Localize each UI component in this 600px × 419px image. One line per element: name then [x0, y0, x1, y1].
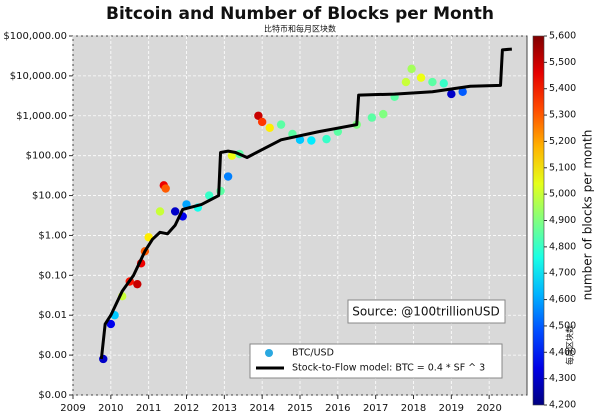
x-tick-label: 2010 [98, 403, 123, 414]
data-point [205, 191, 214, 200]
data-point [439, 79, 448, 88]
colorbar-tick-label: 5,500 [549, 57, 576, 68]
y-tick-label: $0.01 [38, 310, 67, 321]
data-point [401, 77, 411, 87]
colorbar-tick-label: 4,900 [549, 215, 576, 226]
data-point [407, 64, 416, 74]
chart-title: Bitcoin and Number of Blocks per Month [106, 4, 494, 24]
colorbar-note: 每月区块数 [565, 325, 575, 365]
colorbar-tick-label: 5,100 [549, 162, 576, 173]
legend-label: BTC/USD [292, 348, 334, 359]
data-point [161, 184, 170, 193]
y-tick-label: $100.00 [26, 151, 67, 162]
data-point [257, 117, 267, 127]
data-point [155, 207, 165, 216]
colorbar-tick-label: 4,700 [549, 268, 576, 279]
x-tick-label: 2013 [212, 403, 237, 414]
colorbar-tick-label: 4,500 [549, 320, 576, 331]
data-point [254, 111, 263, 120]
data-point [265, 123, 274, 132]
model-line [99, 47, 512, 360]
data-point [106, 319, 116, 329]
data-point [322, 134, 331, 144]
data-point [458, 87, 467, 96]
data-point [307, 136, 316, 145]
colorbar-label: number of blocks per month [581, 130, 595, 301]
data-point [276, 120, 286, 129]
data-point [428, 77, 437, 87]
chart-subtitle: 比特币和每月区块数 [264, 24, 336, 34]
colorbar-tick-label: 5,600 [549, 31, 576, 42]
x-tick-label: 2020 [476, 403, 501, 414]
x-tick-label: 2017 [363, 403, 388, 414]
y-tick-label: $0.10 [38, 270, 67, 281]
colorbar-tick-label: 5,200 [549, 136, 576, 147]
data-point [447, 89, 456, 99]
colorbar-tick-label: 4,200 [549, 400, 576, 411]
y-tick-label: $1,000.00 [16, 111, 67, 122]
y-tick-label: $1.00 [38, 230, 67, 241]
colorbar-tick-label: 5,000 [549, 189, 576, 200]
colorbar-tick-label: 4,600 [549, 294, 576, 305]
data-point [367, 113, 377, 122]
data-point [170, 207, 180, 216]
legend-marker [265, 349, 273, 357]
x-tick-label: 2012 [174, 403, 199, 414]
annotation: Source: @100trillionUSD [352, 305, 500, 319]
y-tick-label: $0.00 [38, 390, 67, 401]
colorbar [532, 35, 545, 406]
data-point [223, 172, 233, 181]
y-tick-label: $100,000.00 [3, 31, 67, 42]
y-tick-label: $10,000.00 [10, 71, 67, 82]
data-point [416, 73, 426, 82]
colorbar-tick-label: 4,300 [549, 373, 576, 384]
colorbar-tick-label: 5,300 [549, 110, 576, 121]
x-tick-label: 2018 [401, 403, 426, 414]
colorbar-tick-label: 4,400 [549, 347, 576, 358]
data-point [133, 279, 142, 289]
legend-label: Stock-to-Flow model: BTC = 0.4 * SF ^ 3 [292, 363, 485, 374]
x-tick-label: 2019 [439, 403, 464, 414]
annotation-box [347, 299, 506, 324]
x-tick-label: 2009 [60, 403, 85, 414]
y-tick-label: $10.00 [32, 191, 67, 202]
y-tick-label: $0.00 [38, 350, 67, 361]
data-point [379, 109, 388, 119]
colorbar-tick-label: 4,800 [549, 241, 576, 252]
x-tick-label: 2014 [249, 403, 274, 414]
legend-box [249, 343, 503, 379]
x-tick-label: 2011 [136, 403, 161, 414]
x-tick-label: 2016 [325, 403, 350, 414]
x-tick-label: 2015 [287, 403, 312, 414]
colorbar-tick-label: 5,400 [549, 83, 576, 94]
